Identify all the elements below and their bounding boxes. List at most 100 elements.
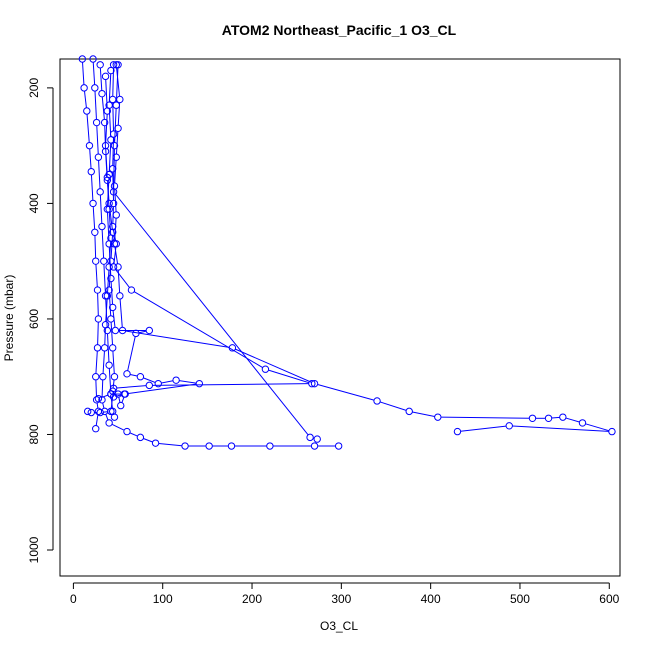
data-point <box>145 381 154 390</box>
series-segment <box>114 189 117 212</box>
series-segment <box>108 73 112 103</box>
series-segment <box>92 206 96 230</box>
data-point <box>105 199 113 208</box>
data-point <box>107 66 115 75</box>
x-tick-label: 200 <box>242 592 262 606</box>
series-segment <box>114 160 117 183</box>
data-point <box>110 413 119 421</box>
data-point <box>85 141 94 150</box>
data-point <box>107 274 115 283</box>
series-segment <box>115 67 119 103</box>
series-segment <box>112 379 115 389</box>
series-segment <box>105 114 108 143</box>
data-point <box>93 286 102 294</box>
data-point <box>89 199 97 208</box>
series-segment <box>125 330 230 348</box>
y-tick-label: 1000 <box>27 536 41 563</box>
series-6 <box>94 72 129 410</box>
plot-area-frame <box>59 58 621 577</box>
data-point <box>109 188 118 196</box>
data-point <box>105 419 113 427</box>
series-segment <box>92 62 96 85</box>
data-point <box>266 442 274 450</box>
data-point <box>112 153 120 161</box>
series-segment <box>115 131 119 155</box>
data-point <box>306 433 314 442</box>
series-segment <box>133 291 263 369</box>
data-point <box>78 55 87 63</box>
data-point <box>114 61 122 69</box>
series-2 <box>96 61 343 450</box>
series-segment <box>101 379 104 397</box>
series-segment <box>101 96 105 120</box>
data-point <box>108 344 117 352</box>
data-point <box>172 376 180 384</box>
data-point <box>96 61 104 69</box>
series-segment <box>112 350 115 374</box>
series-segment <box>143 438 153 443</box>
data-point <box>121 390 129 398</box>
data-point <box>578 419 587 427</box>
series-segment <box>110 235 113 259</box>
data-point <box>99 373 107 381</box>
data-point <box>123 427 131 436</box>
series-segment <box>116 394 122 397</box>
series-segment <box>101 394 109 399</box>
data-point <box>83 107 91 115</box>
y-axis: 200 400 600 800 1000 <box>27 78 54 563</box>
data-point <box>103 173 112 182</box>
series-segment <box>110 281 113 305</box>
series-segment <box>98 160 101 189</box>
series-segment <box>440 416 530 419</box>
series-segment <box>108 143 112 172</box>
series-segment <box>90 174 94 201</box>
data-point <box>108 228 117 236</box>
series-1 <box>78 55 103 433</box>
series-segment <box>110 322 113 345</box>
series-segment <box>105 79 108 108</box>
series-segment <box>107 212 110 241</box>
data-point <box>103 326 112 335</box>
series-segment <box>158 442 182 447</box>
data-point <box>94 394 103 403</box>
y-tick-label: 200 <box>27 78 41 98</box>
data-point <box>123 370 131 378</box>
x-axis-label: O3_CL <box>320 619 358 633</box>
series-segment <box>97 293 99 316</box>
series-segment <box>114 108 117 143</box>
x-tick-label: 500 <box>510 592 530 606</box>
data-point <box>109 61 118 69</box>
data-point <box>101 292 110 300</box>
series-segment <box>130 374 138 377</box>
series-segment <box>460 425 507 432</box>
data-point <box>107 315 115 323</box>
data-point <box>559 413 567 421</box>
series-segment <box>104 125 106 149</box>
data-point <box>92 424 100 433</box>
data-point <box>453 427 462 436</box>
series-segment <box>96 402 99 409</box>
data-point <box>308 379 316 388</box>
chart-title: ATOM2 Northeast_Pacific_1 O3_CL <box>222 22 457 38</box>
data-point <box>87 408 95 417</box>
series-segment <box>99 67 103 91</box>
series-segment <box>103 264 106 293</box>
series-segment <box>412 411 435 418</box>
series-segment <box>108 368 112 391</box>
series-segment <box>121 396 125 403</box>
series-segment <box>107 270 110 293</box>
series-segment <box>105 148 108 175</box>
x-tick-label: 600 <box>599 592 619 606</box>
data-point <box>195 379 204 388</box>
series-segment <box>108 293 112 316</box>
series-segment <box>512 425 609 432</box>
data-point <box>93 344 102 352</box>
x-tick-label: 0 <box>70 592 77 606</box>
data-point <box>94 315 103 323</box>
series-layer <box>78 55 616 450</box>
series-segment <box>110 397 113 409</box>
series-segment <box>102 402 105 409</box>
data-point <box>116 95 124 104</box>
data-point <box>100 257 108 265</box>
